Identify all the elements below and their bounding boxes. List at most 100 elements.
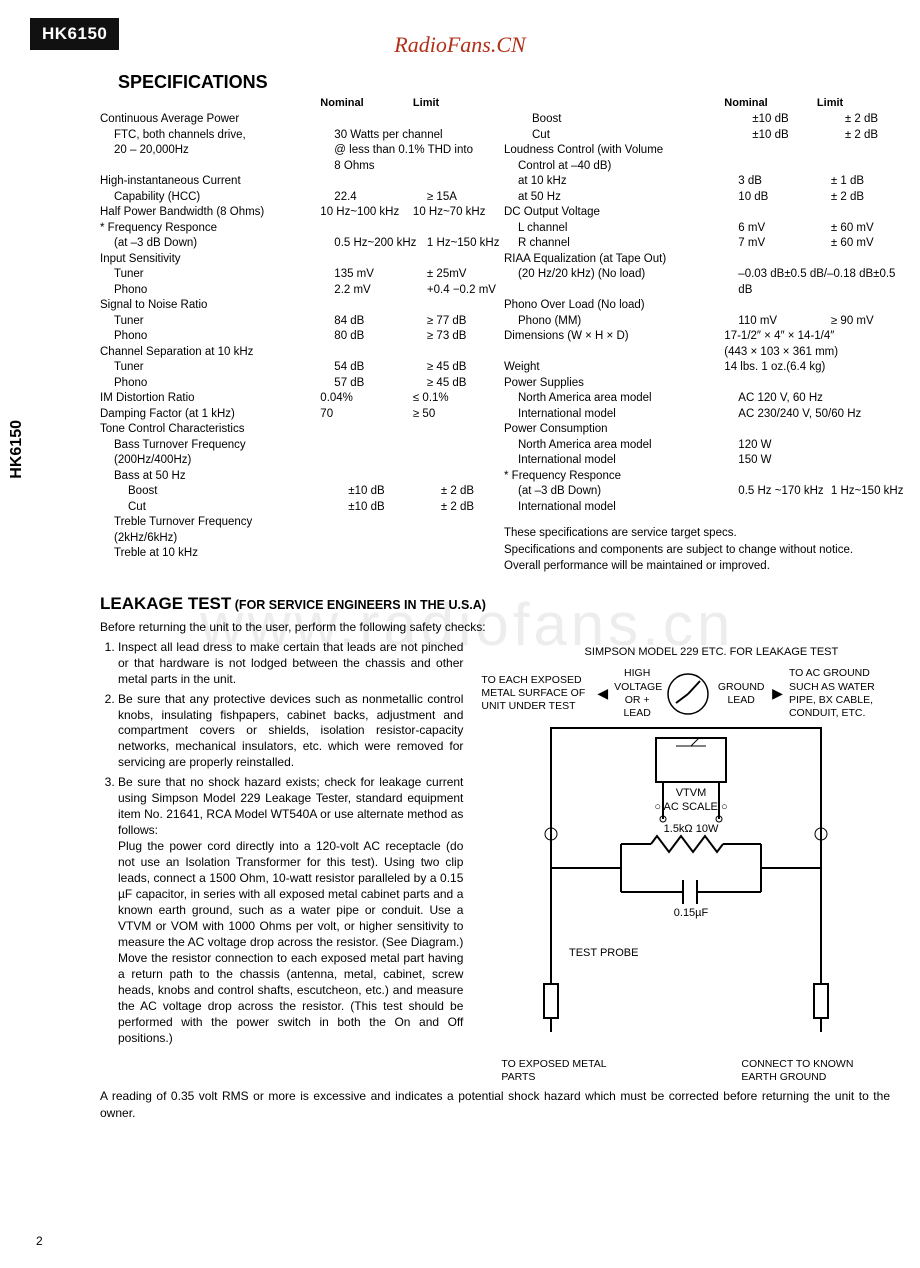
spec-limit xyxy=(413,252,494,268)
spec-nominal: ±10 dB xyxy=(744,128,845,144)
spec-value: @ less than 0.1% THD into xyxy=(326,143,508,159)
spec-label: Input Sensitivity xyxy=(100,252,312,268)
diag-hv-label: HIGH VOLTAGE OR + LEAD xyxy=(614,667,660,720)
spec-label: Bass at 50 Hz xyxy=(100,469,326,485)
leakage-subtitle: (FOR SERVICE ENGINEERS IN THE U.S.A) xyxy=(231,598,486,612)
spec-label: Capability (HCC) xyxy=(100,190,326,206)
spec-label: International model xyxy=(504,453,730,469)
spec-nominal xyxy=(326,531,427,547)
spec-label: (200Hz/400Hz) xyxy=(100,453,326,469)
leakage-intro: Before returning the unit to the user, p… xyxy=(100,620,890,634)
spec-label xyxy=(504,345,716,361)
spec-label: Boost xyxy=(100,484,340,500)
spec-nominal: ±10 dB xyxy=(744,112,845,128)
spec-row: Cut±10 dB± 2 dB xyxy=(100,500,486,516)
spec-label: Phono xyxy=(100,376,326,392)
spec-limit: ± 60 mV xyxy=(831,236,912,252)
spec-row: Tuner54 dB≥ 45 dB xyxy=(100,360,486,376)
spec-nominal: 0.04% xyxy=(312,391,413,407)
spec-value: –0.03 dB±0.5 dB/–0.18 dB±0.5 dB xyxy=(730,267,912,298)
spec-nominal xyxy=(716,143,817,159)
spec-nominal xyxy=(312,174,413,190)
spec-limit xyxy=(427,531,508,547)
spec-row: Cut±10 dB± 2 dB xyxy=(504,128,890,144)
spec-nominal xyxy=(716,422,817,438)
spec-row: Bass at 50 Hz xyxy=(100,469,486,485)
svg-text:0.15µF: 0.15µF xyxy=(674,907,709,919)
spec-value: 30 Watts per channel xyxy=(326,128,508,144)
spec-label: DC Output Voltage xyxy=(504,205,716,221)
spec-row: Power Supplies xyxy=(504,376,890,392)
spec-nominal: 54 dB xyxy=(326,360,427,376)
diag-to-exposed: TO EXPOSED METAL PARTS xyxy=(501,1058,631,1084)
spec-label: North America area model xyxy=(504,438,730,454)
spec-limit xyxy=(817,143,898,159)
spec-limit xyxy=(413,345,494,361)
spec-label: RIAA Equalization (at Tape Out) xyxy=(504,252,716,268)
spec-label xyxy=(100,159,326,175)
spec-limit: ≥ 90 mV xyxy=(831,314,912,330)
spec-limit xyxy=(413,174,494,190)
spec-row: Loudness Control (with Volume xyxy=(504,143,890,159)
spec-limit: ± 2 dB xyxy=(845,128,920,144)
spec-limit: ≥ 15A xyxy=(427,190,508,206)
spec-limit xyxy=(427,438,508,454)
spec-row: Damping Factor (at 1 kHz)70≥ 50 xyxy=(100,407,486,423)
spec-nominal: 0.5 Hz~200 kHz xyxy=(326,236,427,252)
spec-limit xyxy=(413,298,494,314)
spec-nominal: 84 dB xyxy=(326,314,427,330)
spec-limit xyxy=(831,500,912,516)
spec-row: Tuner84 dB≥ 77 dB xyxy=(100,314,486,330)
spec-limit: ± 2 dB xyxy=(845,112,920,128)
spec-row: FTC, both channels drive,30 Watts per ch… xyxy=(100,128,486,144)
spec-limit xyxy=(817,469,898,485)
spec-label: Tone Control Characteristics xyxy=(100,422,312,438)
spec-label: International model xyxy=(504,407,730,423)
spec-row: North America area modelAC 120 V, 60 Hz xyxy=(504,391,890,407)
spec-nominal xyxy=(326,453,427,469)
diag-gnd-label: GROUND LEAD xyxy=(716,681,766,707)
spec-value: 14 lbs. 1 oz.(6.4 kg) xyxy=(716,360,898,376)
meter-icon xyxy=(666,672,710,716)
spec-row: Phono2.2 mV+0.4 −0.2 mV xyxy=(100,283,486,299)
spec-limit: ± 25mV xyxy=(427,267,508,283)
svg-text:1.5kΩ 10W: 1.5kΩ 10W xyxy=(664,823,719,835)
spec-row: (2kHz/6kHz) xyxy=(100,531,486,547)
spec-nominal xyxy=(326,515,427,531)
spec-limit: ≥ 45 dB xyxy=(427,376,508,392)
spec-row: Phono (MM)110 mV≥ 90 mV xyxy=(504,314,890,330)
spec-limit: ≤ 0.1% xyxy=(413,391,494,407)
diagram-title: SIMPSON MODEL 229 ETC. FOR LEAKAGE TEST xyxy=(521,646,901,660)
spec-row: at 50 Hz10 dB± 2 dB xyxy=(504,190,890,206)
watermark: RadioFans.CN xyxy=(0,32,920,58)
spec-row: 20 – 20,000Hz@ less than 0.1% THD into xyxy=(100,143,486,159)
spec-value: 8 Ohms xyxy=(326,159,508,175)
spec-label: Tuner xyxy=(100,360,326,376)
leakage-step: Be sure that any protective devices such… xyxy=(118,692,463,772)
spec-limit xyxy=(413,221,494,237)
spec-label: Signal to Noise Ratio xyxy=(100,298,312,314)
spec-row: High-instantaneous Current xyxy=(100,174,486,190)
spec-label: IM Distortion Ratio xyxy=(100,391,312,407)
spec-row: Boost±10 dB± 2 dB xyxy=(504,112,890,128)
spec-nominal: ±10 dB xyxy=(340,484,441,500)
spec-row: International modelAC 230/240 V, 50/60 H… xyxy=(504,407,890,423)
spec-row: Capability (HCC)22.4≥ 15A xyxy=(100,190,486,206)
leakage-heading: LEAKAGE TEST (FOR SERVICE ENGINEERS IN T… xyxy=(100,594,890,614)
spec-row: Control at –40 dB) xyxy=(504,159,890,175)
spec-label: Power Consumption xyxy=(504,422,716,438)
spec-column-header: NominalLimit xyxy=(504,97,890,109)
diag-right-label: TO AC GROUND SUCH AS WATER PIPE, BX CABL… xyxy=(789,667,901,720)
spec-nominal xyxy=(312,345,413,361)
spec-limit: ± 2 dB xyxy=(831,190,912,206)
spec-label: Treble at 10 kHz xyxy=(100,546,326,562)
spec-label: Tuner xyxy=(100,314,326,330)
spec-nominal xyxy=(312,422,413,438)
spec-nominal: 80 dB xyxy=(326,329,427,345)
spec-row: Treble Turnover Frequency xyxy=(100,515,486,531)
arrow-left-icon: ◀ xyxy=(597,685,608,703)
leakage-text: Inspect all lead dress to make certain t… xyxy=(100,640,463,1085)
spec-label: (2kHz/6kHz) xyxy=(100,531,326,547)
spec-nominal: ±10 dB xyxy=(340,500,441,516)
spec-row: Power Consumption xyxy=(504,422,890,438)
